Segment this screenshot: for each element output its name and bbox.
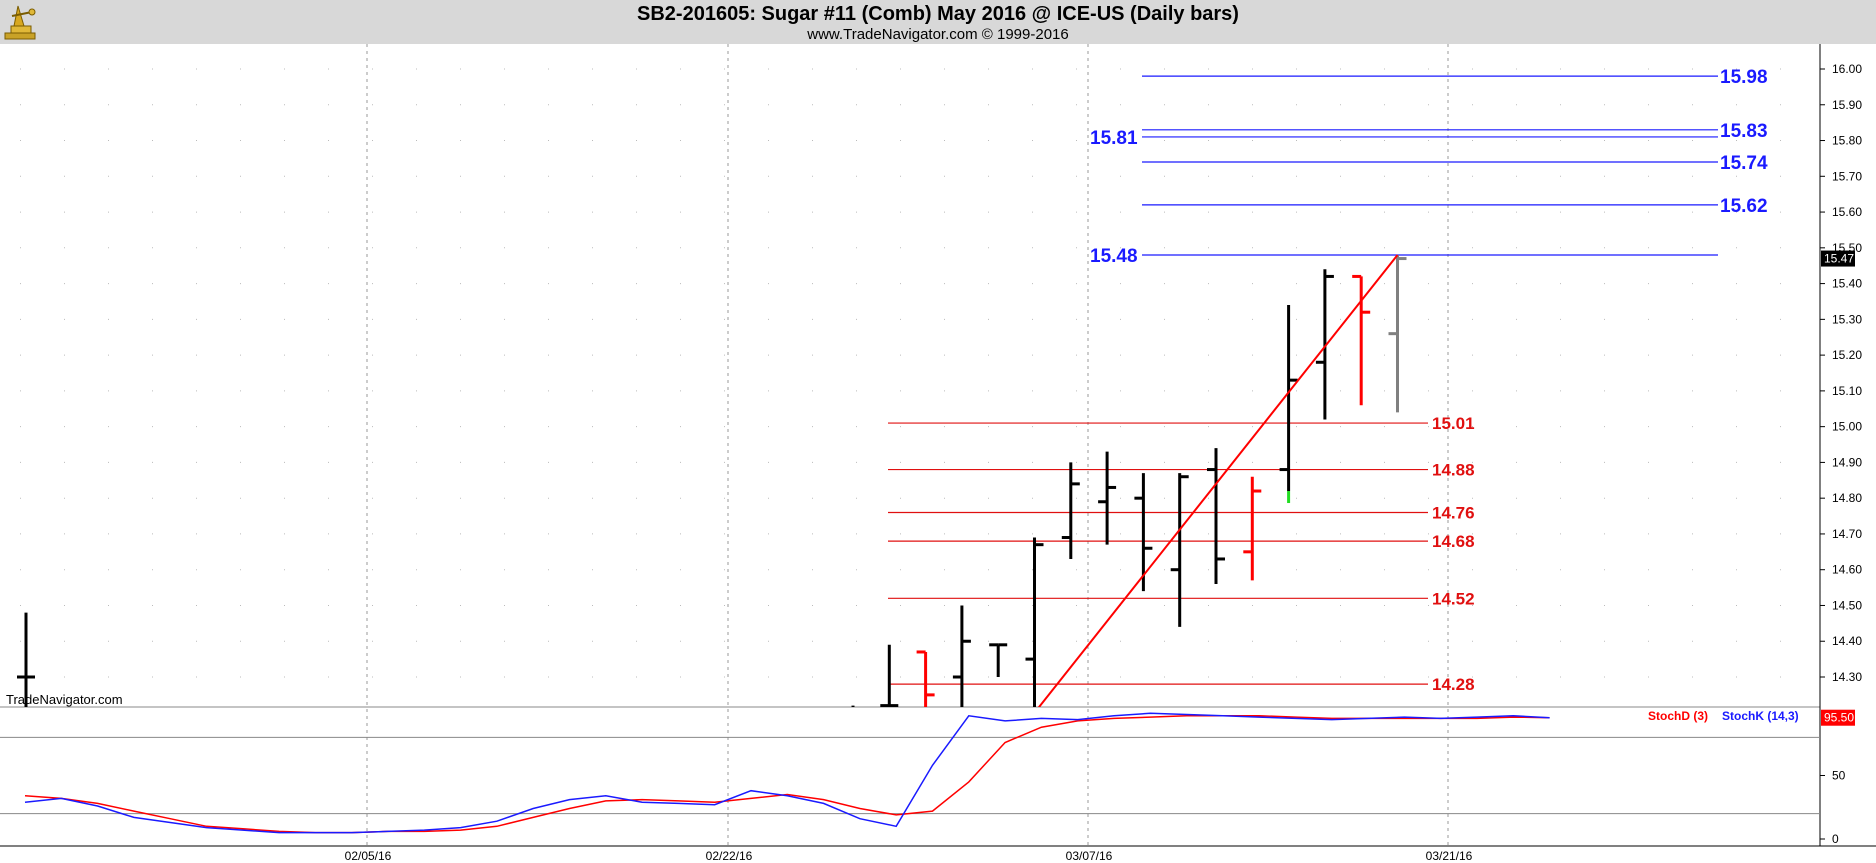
ohlc-bar [1170, 473, 1189, 627]
blue-level-label: 15.74 [1720, 153, 1768, 174]
price-tick-label: 14.70 [1832, 527, 1862, 541]
ohlc-bar [1388, 254, 1407, 413]
ohlc-bar [1098, 451, 1117, 545]
ohlc-bar [952, 605, 971, 707]
x-tick-label: 03/07/16 [1066, 849, 1113, 863]
price-tick-label: 14.60 [1832, 563, 1862, 577]
blue-level-label: 15.83 [1720, 121, 1768, 142]
price-tick-label: 15.80 [1832, 134, 1862, 148]
price-tick-label: 15.60 [1832, 205, 1862, 219]
price-tick-label: 14.40 [1832, 634, 1862, 648]
ohlc-bars [17, 254, 1407, 707]
stoch-d-line [24, 715, 1550, 834]
ohlc-bar [880, 644, 899, 707]
red-level-label: 14.76 [1432, 503, 1475, 522]
stoch-d-label: StochD (3) [1648, 709, 1708, 723]
ohlc-bar [1025, 537, 1044, 707]
blue-level-label: 15.62 [1720, 196, 1768, 217]
ohlc-bar [1315, 269, 1334, 420]
stoch-tick-label: 0 [1832, 832, 1839, 846]
ohlc-bar [1061, 462, 1080, 559]
x-tick-label: 02/05/16 [345, 849, 392, 863]
chart-header: SB2-201605: Sugar #11 (Comb) May 2016 @ … [0, 0, 1876, 44]
price-tick-label: 14.50 [1832, 598, 1862, 612]
stoch-k-line [24, 712, 1550, 834]
ohlc-bar [1207, 448, 1225, 585]
blue-level-label: 15.48 [1090, 246, 1138, 267]
price-tick-label: 14.90 [1832, 455, 1862, 469]
stoch-value-label: 95.50 [1824, 711, 1854, 725]
chart-title: SB2-201605: Sugar #11 (Comb) May 2016 @ … [637, 3, 1239, 25]
last-price-label: 15.47 [1824, 252, 1854, 266]
red-level-label: 15.01 [1432, 414, 1475, 433]
ohlc-bar [989, 643, 1008, 677]
stoch-k-label: StochK (14,3) [1722, 709, 1799, 723]
price-tick-label: 15.40 [1832, 277, 1862, 291]
ohlc-bar [916, 650, 935, 707]
price-tick-label: 15.20 [1832, 348, 1862, 362]
x-tick-label: 03/21/16 [1426, 849, 1473, 863]
price-tick-label: 15.90 [1832, 98, 1862, 112]
price-tick-label: 16.00 [1832, 62, 1862, 76]
price-tick-label: 15.70 [1832, 169, 1862, 183]
trendline [1037, 254, 1399, 707]
watermark: TradeNavigator.com [6, 692, 123, 707]
ohlc-bar [17, 612, 35, 707]
blue-level-label: 15.98 [1720, 67, 1768, 88]
blue-level-label: 15.81 [1090, 128, 1138, 149]
red-level-label: 14.28 [1432, 675, 1475, 694]
red-level-label: 14.68 [1432, 532, 1475, 551]
chart-subtitle: www.TradeNavigator.com © 1999-2016 [807, 26, 1069, 43]
price-tick-label: 15.30 [1832, 312, 1862, 326]
red-level-label: 14.88 [1432, 461, 1475, 480]
ohlc-bar [1243, 476, 1262, 581]
ohlc-bar [1352, 274, 1371, 406]
ohlc-bar [1279, 305, 1298, 492]
price-tick-label: 14.30 [1832, 670, 1862, 684]
x-tick-label: 02/22/16 [706, 849, 753, 863]
red-level-label: 14.52 [1432, 589, 1475, 608]
price-tick-label: 15.10 [1832, 384, 1862, 398]
stoch-value-box [1821, 709, 1855, 726]
ohlc-bar [1134, 473, 1153, 592]
price-tick-label: 15.00 [1832, 420, 1862, 434]
ohlc-bar [851, 705, 855, 707]
price-tick-label: 14.80 [1832, 491, 1862, 505]
last-price-box [1821, 250, 1855, 267]
stoch-tick-label: 50 [1832, 769, 1846, 783]
trade-navigator-logo-icon [4, 5, 36, 40]
